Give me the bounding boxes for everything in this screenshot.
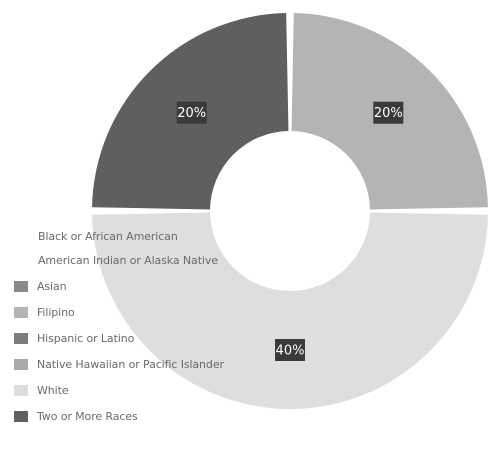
data-label-two-or-more-races: 20%: [176, 101, 207, 124]
slice-white: [92, 212, 488, 409]
data-label-text: 20%: [177, 106, 206, 121]
data-label-box: [373, 101, 404, 124]
data-label-text: 40%: [276, 344, 305, 359]
data-label-white: 40%: [275, 339, 305, 361]
data-label-box: [275, 339, 305, 361]
data-label-box: [176, 101, 207, 124]
data-label-text: 20%: [374, 106, 403, 121]
data-label-filipino: 20%: [373, 101, 404, 124]
